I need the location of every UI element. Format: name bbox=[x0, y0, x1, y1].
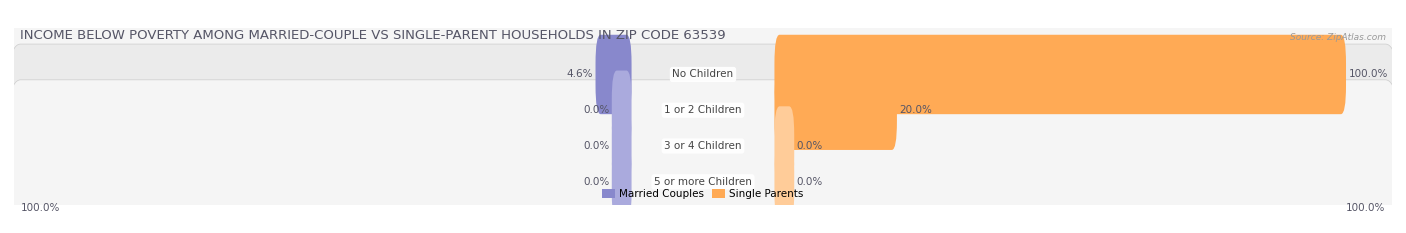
Text: 0.0%: 0.0% bbox=[797, 177, 823, 187]
FancyBboxPatch shape bbox=[596, 35, 631, 114]
Legend: Married Couples, Single Parents: Married Couples, Single Parents bbox=[599, 185, 807, 203]
Text: 100.0%: 100.0% bbox=[1346, 202, 1385, 212]
Text: 0.0%: 0.0% bbox=[583, 105, 609, 115]
Text: 3 or 4 Children: 3 or 4 Children bbox=[664, 141, 742, 151]
FancyBboxPatch shape bbox=[4, 44, 1402, 233]
Text: Source: ZipAtlas.com: Source: ZipAtlas.com bbox=[1289, 33, 1385, 41]
Text: 20.0%: 20.0% bbox=[900, 105, 932, 115]
FancyBboxPatch shape bbox=[775, 106, 794, 186]
FancyBboxPatch shape bbox=[4, 0, 1402, 176]
FancyBboxPatch shape bbox=[612, 106, 631, 186]
FancyBboxPatch shape bbox=[612, 71, 631, 150]
FancyBboxPatch shape bbox=[775, 142, 794, 222]
FancyBboxPatch shape bbox=[775, 71, 897, 150]
Text: 100.0%: 100.0% bbox=[21, 202, 60, 212]
Text: 4.6%: 4.6% bbox=[567, 69, 593, 79]
Text: 0.0%: 0.0% bbox=[583, 177, 609, 187]
Text: 5 or more Children: 5 or more Children bbox=[654, 177, 752, 187]
Text: 1 or 2 Children: 1 or 2 Children bbox=[664, 105, 742, 115]
FancyBboxPatch shape bbox=[612, 142, 631, 222]
FancyBboxPatch shape bbox=[4, 8, 1402, 212]
Text: INCOME BELOW POVERTY AMONG MARRIED-COUPLE VS SINGLE-PARENT HOUSEHOLDS IN ZIP COD: INCOME BELOW POVERTY AMONG MARRIED-COUPL… bbox=[21, 29, 725, 41]
Text: 0.0%: 0.0% bbox=[583, 141, 609, 151]
Text: No Children: No Children bbox=[672, 69, 734, 79]
Text: 0.0%: 0.0% bbox=[797, 141, 823, 151]
FancyBboxPatch shape bbox=[4, 80, 1402, 233]
FancyBboxPatch shape bbox=[775, 35, 1346, 114]
Text: 100.0%: 100.0% bbox=[1348, 69, 1388, 79]
